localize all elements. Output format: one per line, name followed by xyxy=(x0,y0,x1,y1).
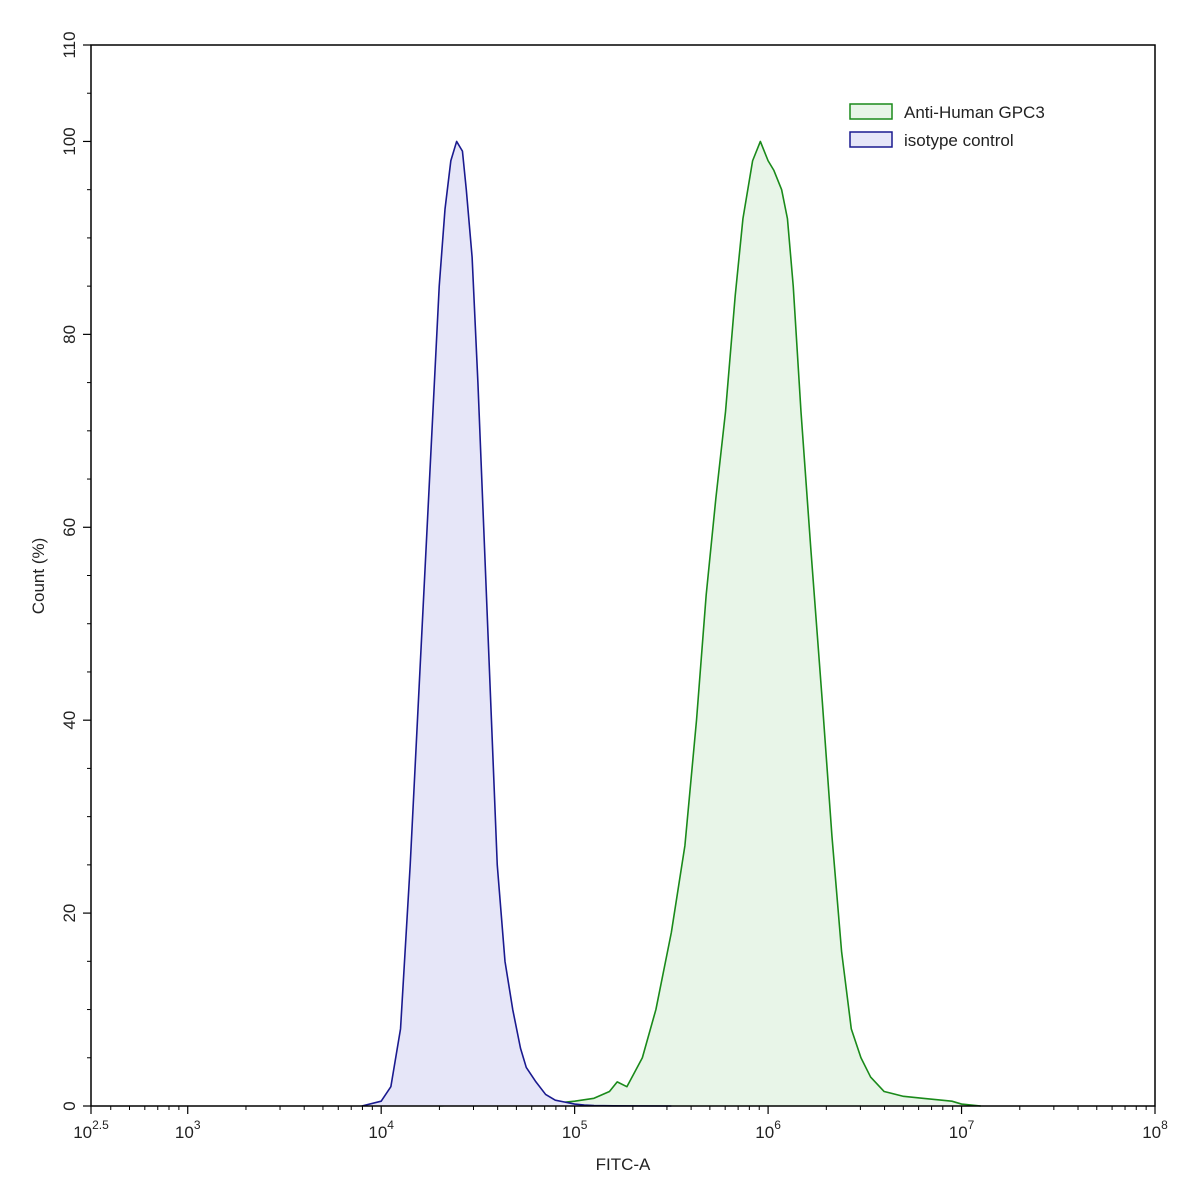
legend-swatch xyxy=(849,103,893,120)
x-tick-label: 107 xyxy=(949,1118,975,1142)
series-line-isotype-control xyxy=(361,140,672,1107)
x-tick-label: 105 xyxy=(562,1118,588,1142)
legend-label: isotype control xyxy=(904,131,1014,150)
series-area-isotype-control xyxy=(361,141,672,1106)
x-tick-label: 103 xyxy=(175,1118,201,1142)
y-tick-label: 100 xyxy=(60,127,79,155)
x-axis: 102.5 103 104 105 106 107 108 xyxy=(73,1106,1168,1142)
x-tick-label: 104 xyxy=(368,1118,394,1142)
x-tick-label: 108 xyxy=(1142,1118,1168,1142)
legend-swatch xyxy=(849,131,893,148)
y-tick-label: 20 xyxy=(60,904,79,923)
y-axis: 0 20 40 60 80 100 110 xyxy=(60,31,91,1111)
legend: Anti-Human GPC3 isotype control xyxy=(849,103,1045,150)
series-line-anti-human-gpc3 xyxy=(439,140,981,1107)
y-tick-label: 60 xyxy=(60,518,79,537)
y-axis-label: Count (%) xyxy=(29,538,48,615)
y-tick-label: 40 xyxy=(60,711,79,730)
x-tick-label: 102.5 xyxy=(73,1118,109,1142)
y-tick-label: 0 xyxy=(60,1101,79,1110)
legend-label: Anti-Human GPC3 xyxy=(904,103,1045,122)
series-area-anti-human-gpc3 xyxy=(439,141,981,1106)
y-tick-label: 80 xyxy=(60,325,79,344)
x-axis-label: FITC-A xyxy=(596,1155,651,1174)
y-tick-label: 110 xyxy=(60,31,79,58)
series-layer xyxy=(361,140,981,1107)
x-tick-label: 106 xyxy=(755,1118,781,1142)
